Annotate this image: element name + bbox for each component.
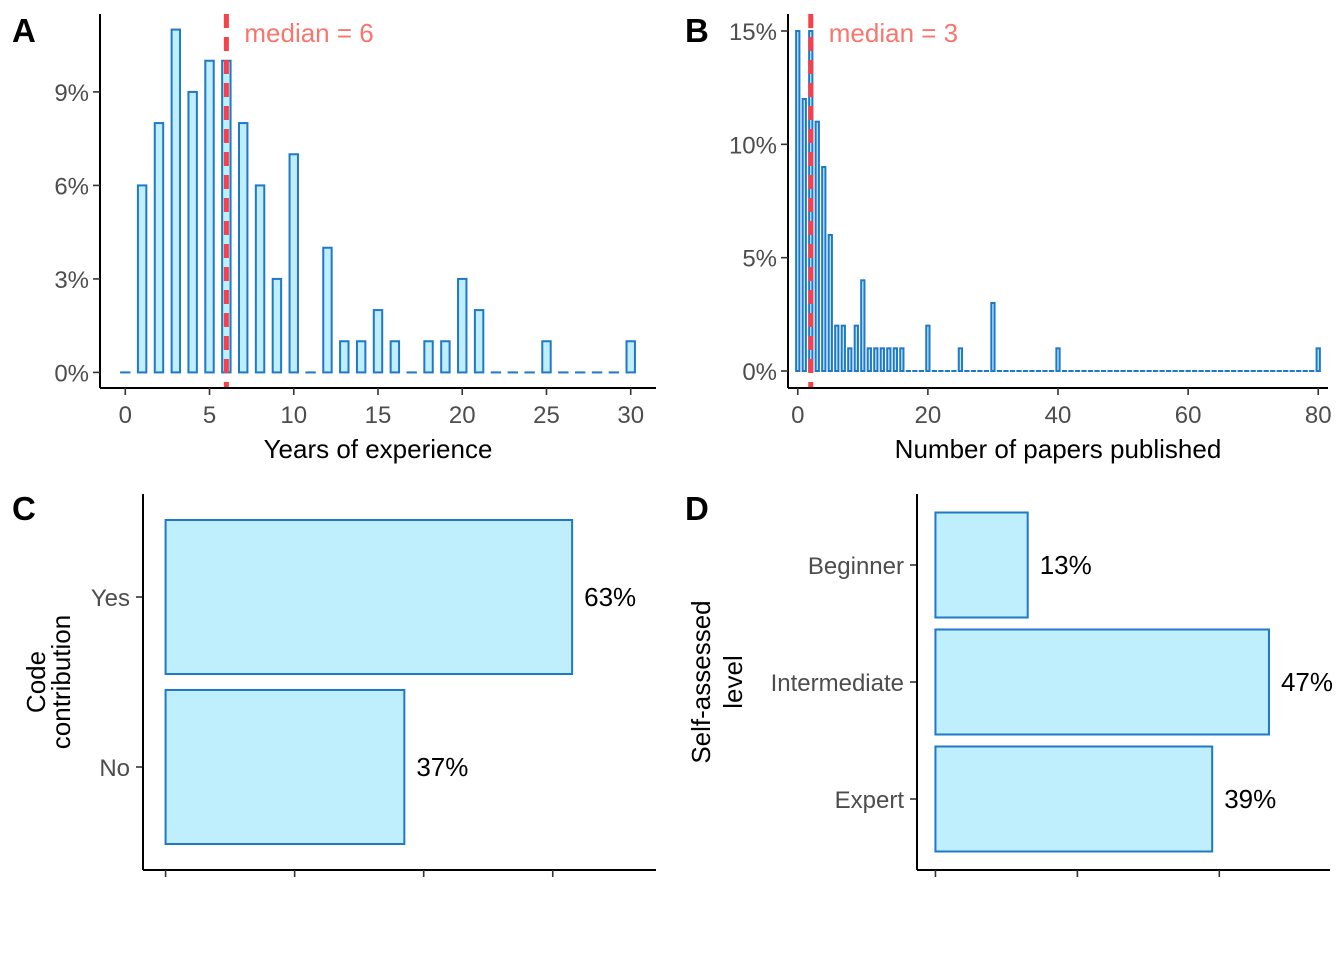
y-tick-label: 3%: [54, 267, 89, 294]
histogram-bar: [1055, 347, 1061, 373]
y-tick-label: 0%: [54, 360, 89, 387]
histogram-bar: [153, 122, 165, 374]
x-tick-label: 30: [617, 402, 644, 429]
histogram-bar: [355, 340, 367, 374]
bar-expert: [934, 745, 1214, 853]
bar-value-label: 13%: [1040, 550, 1092, 580]
panel-letter-c: C: [12, 490, 36, 527]
y-axis-title-line: Self-assessed: [686, 600, 716, 763]
histogram-bar: [473, 309, 485, 374]
category-label: Expert: [835, 787, 905, 814]
histogram-bar: [801, 98, 807, 372]
x-tick-label: 25: [533, 402, 560, 429]
histogram-bar: [288, 153, 299, 374]
bar-no: [164, 689, 406, 845]
x-axis-title: Number of papers published: [895, 434, 1222, 464]
histogram-bar: [827, 234, 833, 372]
histogram-bar: [423, 340, 434, 374]
x-tick-label: 0: [119, 402, 132, 429]
histogram-bar: [860, 279, 866, 373]
histogram-bar: [873, 347, 879, 373]
x-tick-label: 40: [1045, 402, 1072, 429]
histogram-bar: [254, 184, 266, 374]
bar-value-label: 39%: [1224, 784, 1276, 814]
histogram-bar: [892, 347, 898, 373]
histogram-bar: [814, 120, 820, 372]
category-label: Beginner: [808, 553, 904, 580]
y-axis-title-line: contribution: [46, 615, 76, 749]
histogram-bar: [990, 302, 996, 372]
histogram-bar: [625, 340, 636, 374]
x-tick-label: 20: [915, 402, 942, 429]
x-tick-label: 80: [1305, 402, 1332, 429]
category-label: Intermediate: [771, 670, 904, 697]
x-tick-label: 10: [280, 402, 307, 429]
median-label: median = 6: [244, 18, 373, 48]
panel-d-self-assessed-bars: D 13% Beginner 47% Intermediate 39% Expert Self…: [685, 490, 1333, 877]
x-tick-label: 15: [365, 402, 392, 429]
histogram-bar: [170, 28, 182, 374]
histogram-bar: [899, 347, 905, 373]
y-axis-title-line: level: [718, 655, 748, 708]
y-tick-label: 0%: [742, 359, 777, 386]
histogram-bar: [372, 309, 384, 374]
histogram-bar: [271, 277, 283, 374]
x-tick-label: 60: [1175, 402, 1202, 429]
y-tick-label: 15%: [729, 19, 777, 46]
panel-letter-b: B: [685, 12, 709, 49]
y-axis-title-line: Code: [21, 651, 51, 713]
histogram-bar: [866, 347, 872, 373]
histogram-bar: [957, 347, 964, 373]
histogram-bar: [1315, 347, 1321, 373]
y-tick-label: 9%: [54, 80, 89, 107]
histogram-bar: [322, 246, 333, 374]
y-tick-label: 10%: [729, 132, 777, 159]
x-tick-label: 20: [449, 402, 476, 429]
x-axis-title: Years of experience: [264, 434, 493, 464]
median-label: median = 3: [829, 18, 958, 48]
bar-value-label: 37%: [416, 752, 468, 782]
bar-beginner: [934, 511, 1029, 619]
histogram-bar: [847, 347, 853, 373]
histogram-bar: [541, 340, 552, 374]
category-label: Yes: [91, 585, 130, 612]
panel-letter-d: D: [685, 490, 709, 527]
histogram-bar: [795, 30, 801, 372]
panel-letter-a: A: [12, 12, 36, 49]
histogram-bar: [879, 347, 885, 373]
x-tick-label: 0: [791, 402, 804, 429]
histogram-bar: [853, 324, 859, 372]
histogram-bar: [840, 324, 846, 372]
histogram-bar: [339, 340, 350, 374]
histogram-bar: [136, 184, 148, 374]
y-tick-label: 5%: [742, 246, 777, 273]
histogram-bar: [886, 347, 892, 373]
bar-value-label: 63%: [584, 582, 636, 612]
category-label: No: [99, 755, 130, 782]
bar-value-label: 47%: [1281, 667, 1333, 697]
x-tick-label: 5: [203, 402, 216, 429]
histogram-bar: [457, 277, 468, 374]
histogram-bar: [834, 324, 840, 372]
bar-intermediate: [934, 628, 1270, 736]
histogram-bar: [187, 90, 198, 374]
histogram-bar: [238, 122, 249, 374]
histogram-bar: [925, 324, 931, 372]
histogram-bar: [389, 340, 401, 374]
histogram-bar: [204, 59, 215, 374]
y-tick-label: 6%: [54, 173, 89, 200]
bar-yes: [164, 519, 574, 675]
histogram-bar: [440, 340, 451, 374]
histogram-bar: [821, 166, 827, 372]
